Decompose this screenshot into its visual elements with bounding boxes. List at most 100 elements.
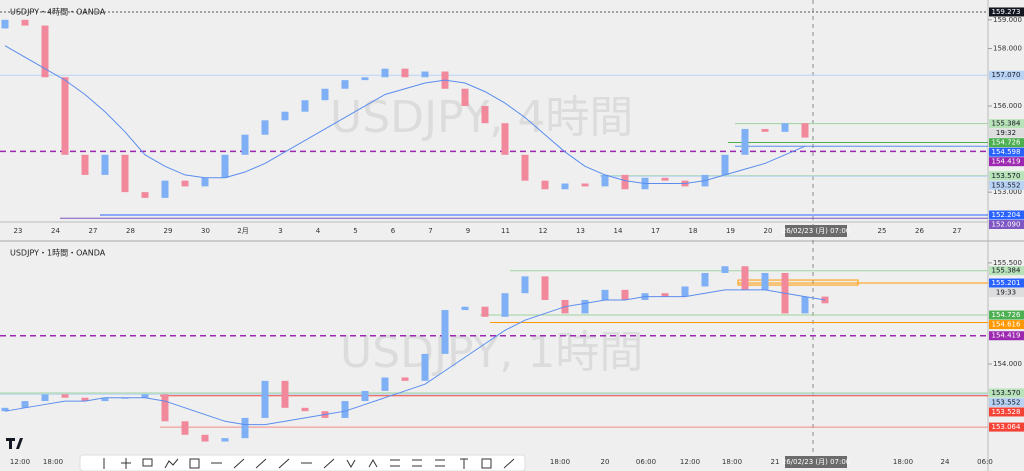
- candle: [801, 296, 809, 314]
- drawing-toolbar[interactable]: [79, 454, 526, 471]
- candle: [741, 266, 749, 290]
- candle: [381, 68, 389, 78]
- candle: [1, 19, 9, 29]
- x-tick-label: 12:00: [680, 458, 700, 466]
- candle: [261, 120, 269, 135]
- x-tick-label: 30: [201, 227, 210, 235]
- candle: [301, 407, 309, 412]
- price-tag: [989, 171, 1024, 181]
- candle: [501, 293, 509, 317]
- x-tick-label: 21: [771, 458, 780, 466]
- candle: [481, 105, 489, 124]
- candle: [81, 397, 89, 402]
- x-tick-label: 18:00: [43, 458, 63, 466]
- candle: [761, 128, 769, 132]
- x-tick-label: 9: [466, 227, 470, 235]
- candle: [541, 180, 549, 190]
- candle: [21, 19, 29, 26]
- price-tag-label: 159.273: [992, 8, 1021, 16]
- candle: [161, 180, 169, 198]
- x-tick-label: 26: [915, 227, 924, 235]
- crosshair-label: 26/02/23 (月) 07:00: [782, 227, 851, 235]
- x-tick-label: 28: [126, 227, 135, 235]
- candle: [181, 180, 189, 187]
- x-tick-label: 3: [278, 227, 282, 235]
- candle: [721, 154, 729, 175]
- x-tick-label: 12:00: [10, 458, 30, 466]
- price-tag-label: 153.064: [992, 423, 1021, 431]
- candle: [761, 272, 769, 290]
- x-tick-label: 2月: [237, 227, 248, 235]
- price-tag-label: 157.070: [992, 71, 1021, 79]
- x-tick-label: 20: [601, 458, 610, 466]
- x-tick-label: 12: [539, 227, 548, 235]
- candle: [281, 380, 289, 408]
- x-tick-label: 23: [14, 227, 23, 235]
- x-tick-label: 24: [51, 227, 60, 235]
- candle: [461, 88, 469, 106]
- x-tick-label: 06:0: [977, 458, 993, 466]
- candle: [601, 174, 609, 187]
- price-tag: [989, 210, 1024, 220]
- x-tick-label: 24: [941, 458, 950, 466]
- x-tick-label: 20: [764, 227, 773, 235]
- y-tick-label: 154.000: [993, 360, 1022, 368]
- price-tag: [989, 422, 1024, 432]
- candle: [801, 123, 809, 138]
- price-tag-label: 153.570: [992, 389, 1021, 397]
- price-tag: [989, 128, 1024, 138]
- x-tick-label: 19: [726, 227, 735, 235]
- candle: [161, 394, 169, 422]
- candle: [201, 177, 209, 187]
- candle: [341, 401, 349, 418]
- price-tag-label: 152.090: [992, 220, 1021, 228]
- candle: [401, 68, 409, 78]
- candle: [321, 88, 329, 101]
- candle: [661, 293, 669, 297]
- candle: [621, 289, 629, 300]
- moving-average: [4, 45, 806, 185]
- candle: [141, 394, 149, 398]
- candle: [601, 289, 609, 300]
- x-tick-label: 18: [689, 227, 698, 235]
- candle: [61, 394, 69, 398]
- x-tick-label: 27: [953, 227, 962, 235]
- price-tag: [989, 266, 1024, 276]
- price-tag-label: 19:32: [996, 129, 1016, 137]
- price-tag: [989, 388, 1024, 398]
- y-tick-label: 158.000: [993, 45, 1022, 53]
- x-tick-label: 14: [614, 227, 623, 235]
- y-tick-label: 156.000: [993, 102, 1022, 110]
- candle: [41, 394, 49, 402]
- candle: [421, 71, 429, 78]
- x-tick-label: 17: [651, 227, 660, 235]
- price-tag: [989, 147, 1024, 157]
- candle: [381, 377, 389, 391]
- price-tag-label: 153.552: [992, 181, 1021, 189]
- candle: [1, 407, 9, 412]
- x-tick-label: 7: [428, 227, 432, 235]
- candle: [241, 134, 249, 155]
- price-tag-label: 154.726: [992, 311, 1021, 319]
- candle: [281, 111, 289, 121]
- x-tick-label: 4: [316, 227, 321, 235]
- price-tag-label: 155.384: [992, 120, 1021, 128]
- crosshair-tag: [785, 456, 847, 468]
- candle: [201, 434, 209, 442]
- price-tag: [989, 7, 1024, 17]
- crosshair-tag: [785, 225, 847, 237]
- price-tag: [989, 310, 1024, 320]
- candle: [681, 286, 689, 297]
- candle: [221, 438, 229, 442]
- price-tag-label: 19:33: [996, 289, 1016, 297]
- x-tick-label: 5: [353, 227, 357, 235]
- price-tag: [989, 138, 1024, 148]
- price-tag: [989, 278, 1024, 288]
- candle: [101, 397, 109, 402]
- price-tag-label: 155.384: [992, 267, 1021, 275]
- candle: [741, 128, 749, 155]
- candle: [461, 306, 469, 311]
- price-tag: [989, 397, 1024, 407]
